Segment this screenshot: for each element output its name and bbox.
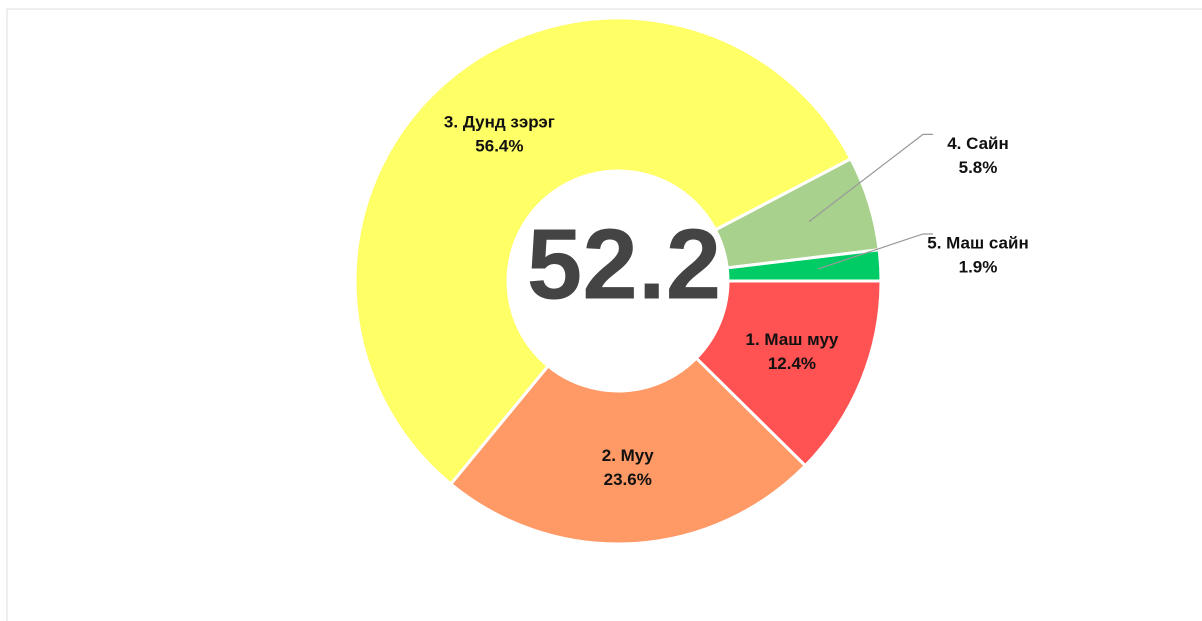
- slice-label: 2. Муу: [602, 446, 655, 465]
- slices: [353, 16, 883, 546]
- slice-label: 1. Маш муу: [745, 330, 838, 349]
- slice-value: 23.6%: [604, 470, 652, 489]
- center-value: 52.2: [527, 208, 722, 320]
- slice-value: 1.9%: [959, 257, 998, 276]
- slice: [353, 16, 853, 487]
- slice-value: 12.4%: [768, 354, 816, 373]
- slice: [694, 279, 883, 468]
- slice-label: 4. Сайн: [947, 134, 1009, 153]
- slice-value: 56.4%: [475, 137, 523, 156]
- slice: [448, 356, 808, 546]
- leader-line: [808, 133, 933, 223]
- leader-line: [817, 233, 933, 270]
- labels: 1. Маш муу 12.4% 2. Муу 23.6% 3. Дунд зэрэг 5…: [444, 113, 1029, 490]
- frame: [6, 8, 1202, 621]
- slice-value: 5.8%: [959, 158, 998, 177]
- slice: [725, 248, 883, 283]
- slice-label: 5. Маш сайн: [927, 233, 1028, 252]
- slice-label: 3. Дунд зэрэг: [444, 113, 555, 132]
